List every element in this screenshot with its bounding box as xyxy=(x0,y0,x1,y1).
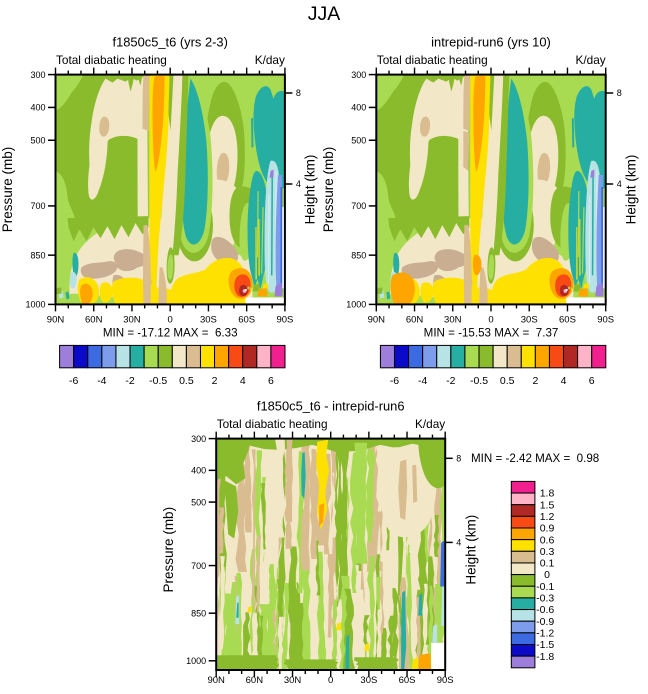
svg-text:K/day: K/day xyxy=(415,417,445,431)
svg-text:60S: 60S xyxy=(399,675,416,686)
svg-text:K/day: K/day xyxy=(255,53,285,67)
svg-text:6: 6 xyxy=(589,375,595,387)
svg-text:Pressure (mb): Pressure (mb) xyxy=(161,507,176,593)
svg-text:0: 0 xyxy=(544,569,550,581)
svg-text:90N: 90N xyxy=(368,315,386,326)
svg-text:0: 0 xyxy=(488,315,493,326)
svg-text:4: 4 xyxy=(240,375,246,387)
svg-text:0: 0 xyxy=(168,315,173,326)
svg-text:Height (km): Height (km) xyxy=(623,155,638,225)
svg-text:-2: -2 xyxy=(125,375,134,387)
svg-text:0: 0 xyxy=(328,675,333,686)
svg-text:700: 700 xyxy=(30,201,45,211)
svg-text:850: 850 xyxy=(351,250,366,260)
svg-text:Total diabatic heating: Total diabatic heating xyxy=(217,417,328,431)
svg-text:4: 4 xyxy=(296,179,301,189)
svg-text:MIN = -15.53 MAX = 7.37: MIN = -15.53 MAX = 7.37 xyxy=(424,327,559,340)
svg-text:30S: 30S xyxy=(360,675,377,686)
svg-text:-6: -6 xyxy=(69,375,78,387)
svg-text:-6: -6 xyxy=(390,375,399,387)
svg-text:400: 400 xyxy=(30,103,45,113)
svg-text:1000: 1000 xyxy=(25,300,45,310)
svg-text:-0.3: -0.3 xyxy=(536,593,554,605)
svg-text:700: 700 xyxy=(351,201,366,211)
svg-text:300: 300 xyxy=(191,434,206,444)
svg-text:-0.5: -0.5 xyxy=(149,375,167,387)
svg-text:4: 4 xyxy=(456,538,461,548)
svg-text:6: 6 xyxy=(268,375,274,387)
svg-text:intrepid-run6 (yrs 10): intrepid-run6 (yrs 10) xyxy=(431,34,551,49)
svg-text:Height (km): Height (km) xyxy=(463,515,478,585)
svg-text:0.5: 0.5 xyxy=(179,375,194,387)
svg-text:-4: -4 xyxy=(418,375,427,387)
svg-text:Pressure (mb): Pressure (mb) xyxy=(321,147,336,233)
svg-text:-0.1: -0.1 xyxy=(536,581,554,593)
svg-text:0.1: 0.1 xyxy=(540,558,555,570)
svg-text:4: 4 xyxy=(561,375,567,387)
svg-text:30S: 30S xyxy=(200,315,217,326)
svg-text:90N: 90N xyxy=(47,315,65,326)
svg-text:8: 8 xyxy=(296,88,301,98)
svg-text:0.9: 0.9 xyxy=(540,523,555,535)
svg-text:60N: 60N xyxy=(246,675,264,686)
svg-text:850: 850 xyxy=(30,250,45,260)
svg-text:4: 4 xyxy=(617,179,622,189)
svg-text:1.8: 1.8 xyxy=(540,488,555,500)
svg-text:MIN = -17.12 MAX = 6.33: MIN = -17.12 MAX = 6.33 xyxy=(103,327,238,340)
svg-text:90S: 90S xyxy=(597,315,614,326)
svg-text:8: 8 xyxy=(456,454,461,464)
svg-text:K/day: K/day xyxy=(576,53,606,67)
svg-text:60N: 60N xyxy=(406,315,424,326)
svg-text:-0.6: -0.6 xyxy=(536,604,554,616)
svg-text:2: 2 xyxy=(532,375,538,387)
svg-text:0.6: 0.6 xyxy=(540,534,555,546)
svg-text:-1.8: -1.8 xyxy=(536,651,554,663)
svg-text:60S: 60S xyxy=(559,315,576,326)
svg-text:-1.5: -1.5 xyxy=(536,639,554,651)
svg-text:-0.9: -0.9 xyxy=(536,616,554,628)
svg-text:Total diabatic heating: Total diabatic heating xyxy=(377,53,488,67)
svg-text:60N: 60N xyxy=(85,315,103,326)
svg-text:1.2: 1.2 xyxy=(540,511,555,523)
svg-text:300: 300 xyxy=(30,70,45,80)
svg-text:Pressure (mb): Pressure (mb) xyxy=(0,147,15,233)
svg-text:500: 500 xyxy=(351,135,366,145)
svg-text:400: 400 xyxy=(191,466,206,476)
svg-text:1000: 1000 xyxy=(186,656,206,666)
svg-text:2: 2 xyxy=(212,375,218,387)
svg-text:90N: 90N xyxy=(207,675,225,686)
svg-text:30N: 30N xyxy=(444,315,462,326)
svg-text:400: 400 xyxy=(351,103,366,113)
svg-text:30N: 30N xyxy=(284,675,302,686)
svg-text:1.5: 1.5 xyxy=(540,499,555,511)
svg-text:90S: 90S xyxy=(276,315,293,326)
svg-text:90S: 90S xyxy=(437,675,454,686)
svg-text:700: 700 xyxy=(191,561,206,571)
svg-text:60S: 60S xyxy=(238,315,255,326)
svg-text:MIN = -2.42 MAX = 0.98: MIN = -2.42 MAX = 0.98 xyxy=(471,452,599,465)
svg-text:30N: 30N xyxy=(123,315,141,326)
svg-text:f1850c5_t6 - intrepid-run6: f1850c5_t6 - intrepid-run6 xyxy=(257,398,405,413)
svg-text:Total diabatic heating: Total diabatic heating xyxy=(56,53,167,67)
svg-text:JJA: JJA xyxy=(308,3,341,25)
svg-text:-4: -4 xyxy=(97,375,106,387)
svg-text:f1850c5_t6 (yrs 2-3): f1850c5_t6 (yrs 2-3) xyxy=(113,34,228,49)
svg-text:500: 500 xyxy=(30,135,45,145)
svg-text:500: 500 xyxy=(191,497,206,507)
svg-text:850: 850 xyxy=(191,608,206,618)
svg-text:30S: 30S xyxy=(521,315,538,326)
svg-text:1000: 1000 xyxy=(346,300,366,310)
svg-text:300: 300 xyxy=(351,70,366,80)
svg-text:0.3: 0.3 xyxy=(540,546,555,558)
svg-text:-1.2: -1.2 xyxy=(536,627,554,639)
svg-text:0.5: 0.5 xyxy=(500,375,515,387)
svg-text:Height (km): Height (km) xyxy=(303,155,318,225)
svg-text:8: 8 xyxy=(617,88,622,98)
svg-text:-2: -2 xyxy=(446,375,455,387)
svg-text:-0.5: -0.5 xyxy=(470,375,488,387)
